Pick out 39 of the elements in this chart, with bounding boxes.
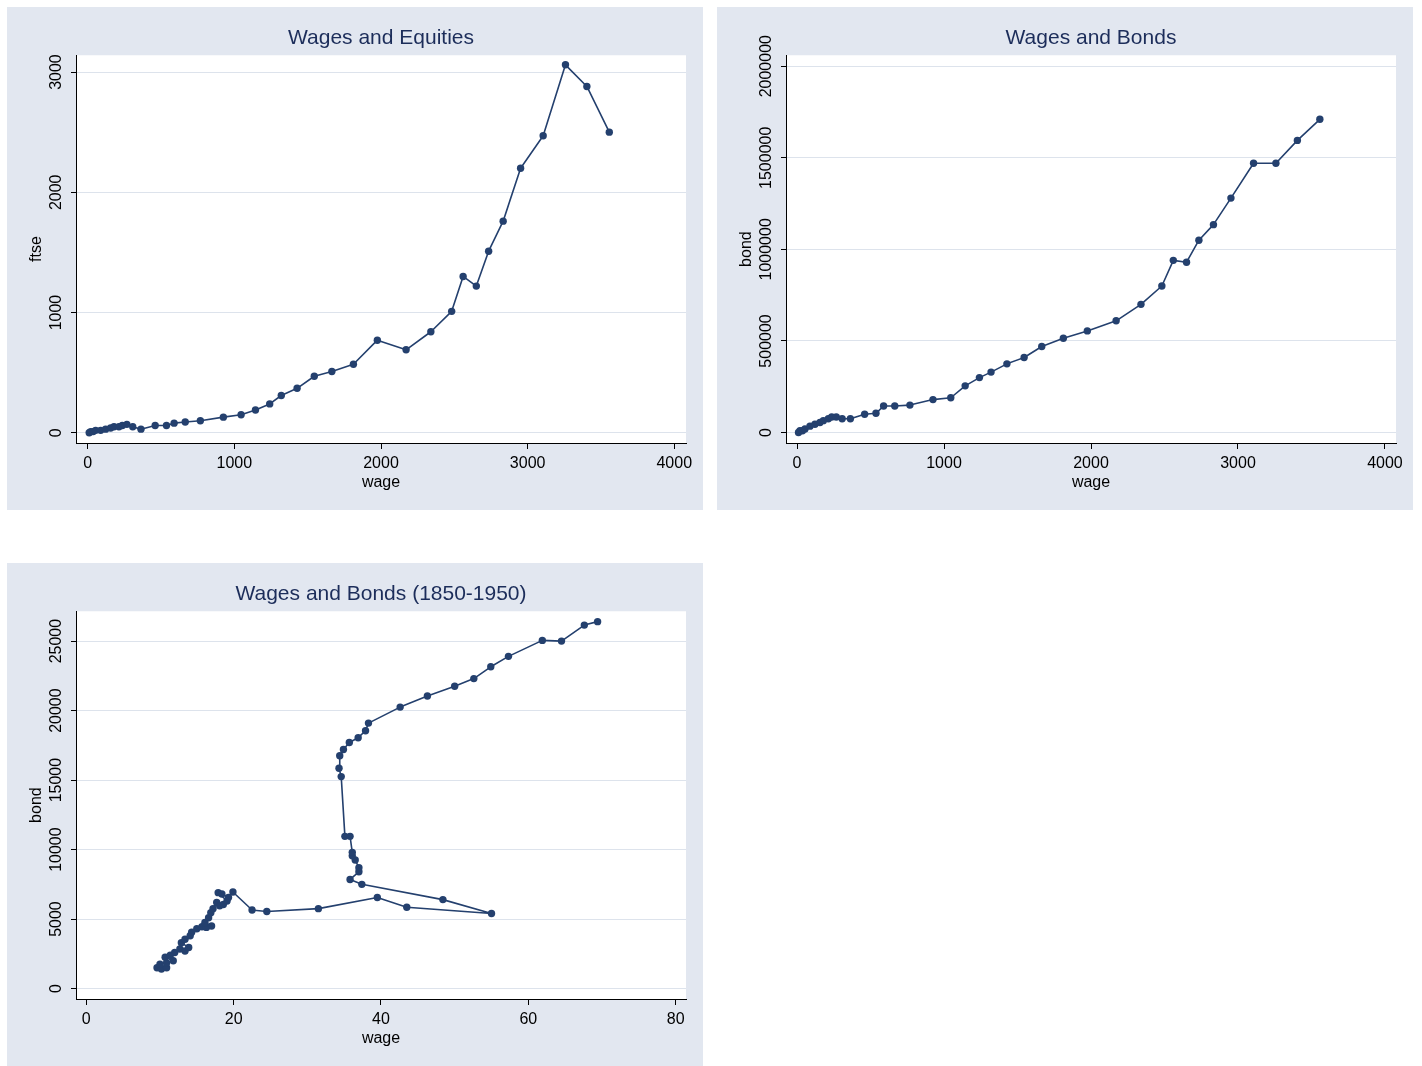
- y-axis-title: bond: [737, 231, 755, 267]
- x-tick-label: 2000: [1073, 454, 1109, 472]
- y-axis-title: ftse: [27, 236, 45, 262]
- x-tick-label: 3000: [1220, 454, 1256, 472]
- y-tick-label: 1000: [47, 294, 65, 331]
- x-tick-label: 3000: [509, 454, 546, 472]
- y-tick-label: 2000: [47, 174, 65, 211]
- y-tick-label: 15000: [47, 757, 65, 803]
- chart-title: Wages and Equities: [288, 25, 474, 49]
- chart-title: Wages and Bonds: [1005, 25, 1177, 49]
- y-tick-label: 5000: [47, 901, 65, 937]
- x-tick-label: 4000: [656, 454, 693, 472]
- x-axis-title: wage: [1070, 472, 1111, 490]
- y-tick-label: 0: [47, 428, 65, 438]
- y-tick-label: 1000000: [757, 218, 775, 281]
- x-axis-title: wage: [360, 472, 401, 490]
- x-tick-label: 20: [224, 1010, 243, 1028]
- y-tick-label: 1500000: [757, 126, 775, 189]
- y-tick-label: 0: [757, 428, 775, 438]
- y-axis-title: bond: [27, 787, 45, 823]
- x-tick-label: 4000: [1367, 454, 1403, 472]
- x-tick-label: 1000: [926, 454, 962, 472]
- x-tick-label: 0: [83, 454, 93, 472]
- y-tick-label: 10000: [47, 827, 65, 872]
- y-tick-label: 500000: [757, 314, 775, 368]
- y-tick-label: 3000: [47, 54, 65, 90]
- y-tick-label: 25000: [47, 618, 65, 664]
- y-tick-label: 0: [47, 984, 65, 994]
- chart-title: Wages and Bonds (1850-1950): [235, 581, 527, 605]
- x-tick-label: 1000: [216, 454, 253, 472]
- x-tick-label: 80: [666, 1010, 685, 1028]
- y-tick-label: 20000: [47, 688, 65, 733]
- x-tick-label: 40: [372, 1010, 390, 1028]
- x-tick-label: 2000: [363, 454, 399, 472]
- x-tick-label: 0: [792, 454, 802, 472]
- x-tick-label: 0: [81, 1010, 91, 1028]
- x-axis-title: wage: [360, 1028, 401, 1046]
- y-tick-label: 2000000: [757, 34, 775, 98]
- x-tick-label: 60: [519, 1010, 538, 1028]
